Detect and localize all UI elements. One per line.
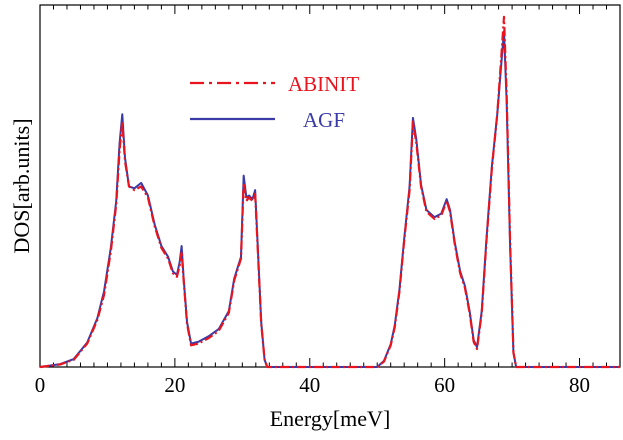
legend: ABINIT AGF — [190, 72, 359, 132]
x-axis-title: Energy[meV] — [270, 406, 391, 431]
x-ticks — [39, 5, 621, 367]
x-tick-label-60: 60 — [434, 373, 455, 397]
series-line-abinit — [39, 15, 620, 369]
x-tick-label-40: 40 — [299, 373, 320, 397]
x-tick-label-80: 80 — [569, 373, 590, 397]
legend-label-abinit: ABINIT — [288, 72, 359, 96]
series-layer — [39, 15, 620, 369]
legend-label-agf: AGF — [303, 108, 345, 132]
x-tick-label-0: 0 — [35, 373, 46, 397]
x-tick-label-20: 20 — [164, 373, 185, 397]
x-tick-labels: 0 20 40 60 80 — [35, 373, 590, 397]
plot-frame — [39, 4, 621, 368]
y-axis-title: DOS[arb.units] — [9, 118, 34, 253]
